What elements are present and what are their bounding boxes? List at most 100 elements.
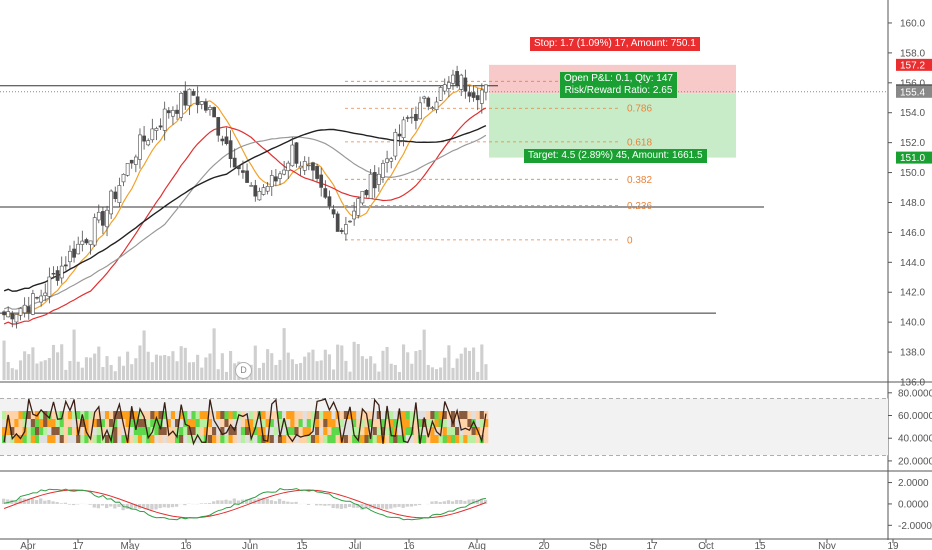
osc-heat-cell: [405, 435, 411, 443]
candle: [129, 159, 134, 169]
volume-bar: [307, 352, 311, 380]
osc-heat-cell: [471, 411, 476, 419]
osc-heat-cell: [389, 411, 394, 419]
volume-bar: [72, 329, 76, 380]
macd-hist-bar: [265, 498, 269, 504]
x-tick-label: 16: [403, 541, 415, 550]
candle: [269, 170, 274, 196]
candle: [72, 240, 76, 263]
osc-heat-cell: [310, 435, 316, 443]
osc-heat-cell: [257, 427, 262, 435]
osc-heat-cell: [34, 419, 40, 427]
macd-hist-bar: [294, 501, 298, 504]
osc-heat-cell: [96, 419, 102, 427]
macd-hist-bar: [356, 503, 360, 508]
osc-heat-cell: [18, 419, 23, 427]
osc-heat-cell: [467, 427, 472, 435]
osc-heat-cell: [228, 435, 233, 443]
volume-bar: [76, 361, 80, 380]
osc-heat-cell: [203, 419, 209, 427]
volume-bar: [117, 356, 121, 380]
osc-heat-cell: [352, 419, 357, 427]
osc-heat-cell: [401, 411, 406, 419]
macd-hist-bar: [331, 503, 335, 509]
y-tick-label: 150.0: [900, 168, 925, 179]
osc-heat-cell: [438, 411, 443, 419]
osc-heat-cell: [154, 411, 159, 419]
candle: [241, 160, 245, 179]
osc-heat-cell: [14, 419, 19, 427]
osc-heat-cell: [417, 411, 423, 419]
osc-heat-cell: [269, 435, 275, 443]
osc-heat-cell: [228, 419, 233, 427]
osc-heat-cell: [121, 435, 126, 443]
osc-heat-cell: [236, 435, 242, 443]
candle: [331, 204, 336, 219]
candle: [63, 256, 68, 271]
osc-heat-cell: [154, 419, 159, 427]
osc-heat-cell: [47, 427, 52, 435]
macd-hist-bar: [397, 503, 401, 507]
candle: [475, 88, 480, 111]
macd-hist-bar: [166, 503, 171, 508]
osc-heat-cell: [327, 419, 332, 427]
osc-heat-cell: [385, 427, 390, 435]
price-axis[interactable]: 160.0 158.0 156.0 154.0 152.0 150.0 148.0 146.0…: [888, 18, 932, 532]
osc-heat-cell: [199, 427, 205, 435]
osc-heat-cell: [327, 427, 332, 435]
osc-heat-cell: [212, 435, 217, 443]
osc-heat-cell: [150, 435, 155, 443]
osc-heat-cell: [129, 419, 135, 427]
volume-bar: [130, 364, 134, 380]
osc-heat-cell: [63, 427, 69, 435]
osc-heat-cell: [117, 411, 122, 419]
macd-hist-bar: [430, 501, 434, 504]
volume-bar: [68, 361, 72, 380]
osc-heat-cell: [26, 419, 32, 427]
candle: [158, 118, 163, 130]
volume-bar: [80, 367, 84, 380]
osc-heat-cell: [109, 427, 114, 435]
candle: [290, 137, 295, 167]
osc-heat-cell: [417, 419, 423, 427]
osc-heat-cell: [393, 411, 398, 419]
candle: [249, 182, 254, 187]
osc-heat-cell: [47, 435, 52, 443]
candle: [162, 101, 167, 141]
osc-heat-cell: [319, 435, 324, 443]
osc-heat-cell: [294, 435, 299, 443]
volume-bar: [472, 347, 476, 380]
osc-heat-cell: [290, 435, 295, 443]
osc-heat-cell: [96, 435, 102, 443]
osc-heat-cell: [212, 419, 217, 427]
volume-bar: [101, 367, 105, 380]
osc-heat-cell: [59, 435, 65, 443]
ma-slow-line: [3, 134, 487, 310]
osc-heat-cell: [212, 427, 217, 435]
volume-bar: [31, 347, 35, 380]
macd-hist-bar: [483, 499, 488, 504]
osc-heat-cell: [224, 435, 229, 443]
volume-bar: [187, 362, 191, 380]
candle: [204, 98, 208, 113]
osc-heat-cell: [72, 419, 77, 427]
dividend-marker[interactable]: D: [235, 362, 252, 379]
osc-heat-cell: [343, 435, 349, 443]
volume-bar: [270, 353, 274, 380]
osc-heat-cell: [142, 427, 147, 435]
osc-heat-cell: [162, 411, 168, 419]
osc-heat-cell: [302, 411, 308, 419]
candle: [422, 95, 427, 104]
osc-heat-cell: [30, 435, 36, 443]
osc-heat-cell: [166, 427, 172, 435]
time-axis[interactable]: Apr 17 May 16 Jun 15 Jul 16 Aug 20 Sep 17 Oct 15 Nov 19: [20, 539, 899, 550]
osc-heat-cell: [249, 419, 254, 427]
horizontal-lines[interactable]: [0, 85, 764, 314]
macd-hist-bar: [224, 499, 228, 504]
osc-tick-label: 80.0000: [898, 388, 932, 399]
osc-heat-cell: [113, 419, 118, 427]
osc-heat-cell: [125, 419, 130, 427]
osc-heat-cell: [26, 411, 32, 419]
candle: [372, 165, 377, 198]
